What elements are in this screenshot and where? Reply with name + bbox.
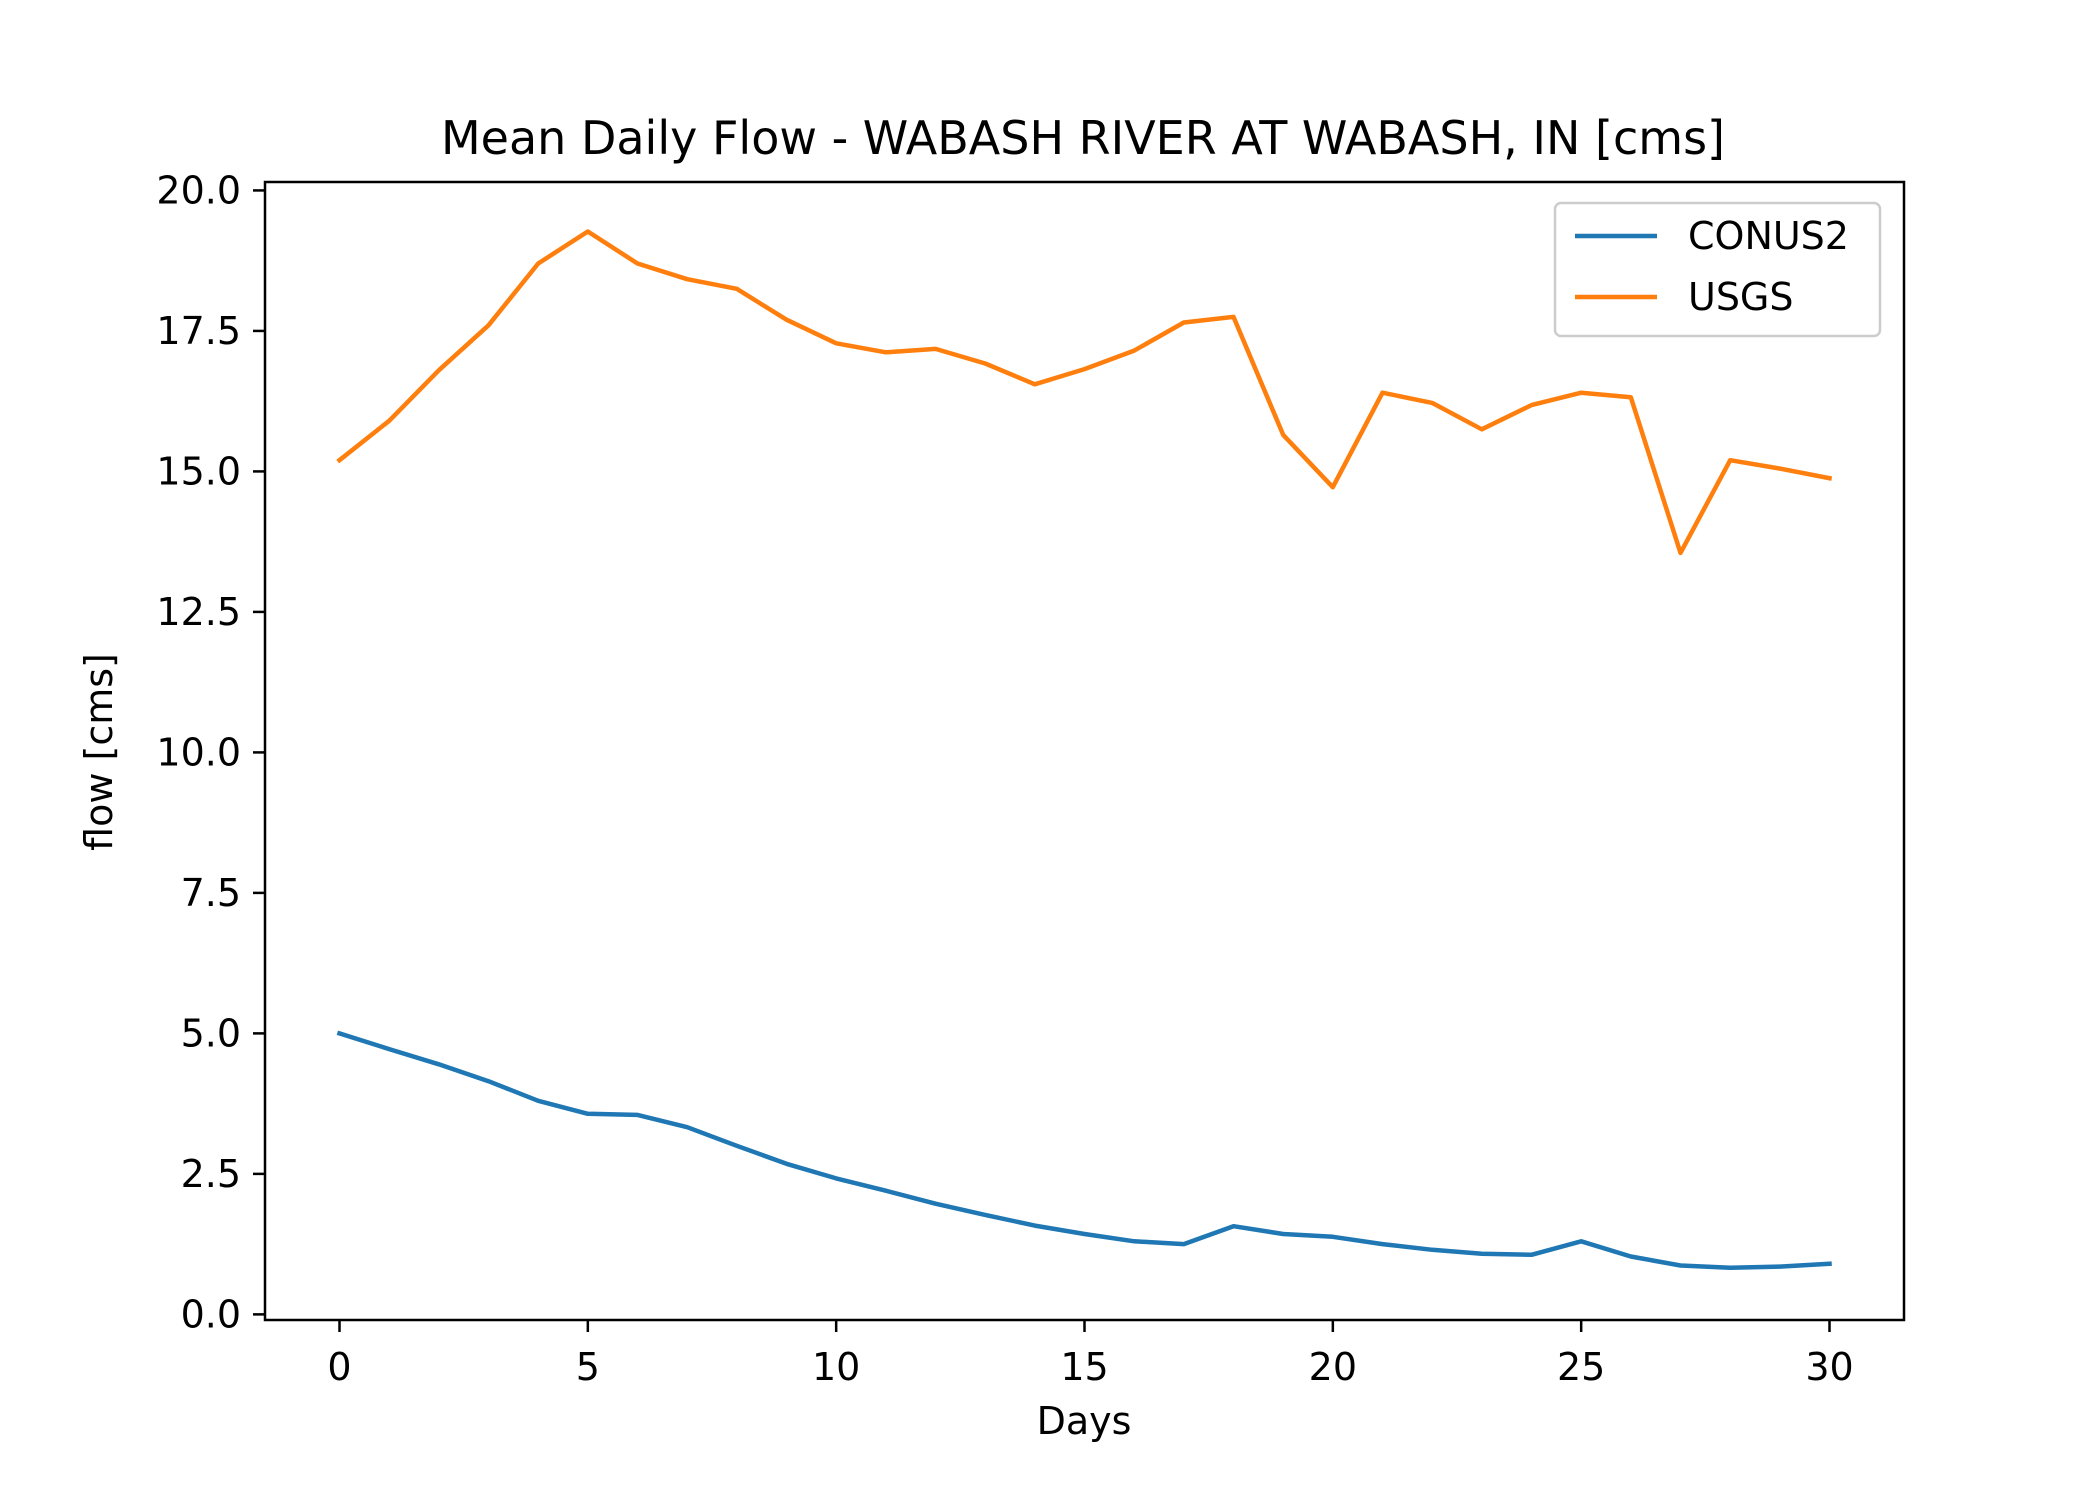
x-tick-label: 15 bbox=[1060, 1345, 1108, 1389]
x-axis-ticks: 0 5 10 15 20 25 30 bbox=[327, 1320, 1854, 1389]
y-tick-label: 20.0 bbox=[156, 168, 241, 212]
legend: CONUS2 USGS bbox=[1553, 201, 1882, 338]
chart-title: Mean Daily Flow - WABASH RIVER AT WABASH… bbox=[441, 111, 1725, 165]
legend-label-conus2: CONUS2 bbox=[1688, 214, 1849, 258]
legend-entries: CONUS2 USGS bbox=[1575, 214, 1849, 319]
x-axis-label: Days bbox=[1037, 1399, 1132, 1443]
y-tick-label: 10.0 bbox=[156, 730, 241, 774]
x-tick-label: 25 bbox=[1557, 1345, 1605, 1389]
y-tick-label: 17.5 bbox=[156, 309, 241, 353]
series-layer bbox=[336, 229, 1833, 1270]
y-tick-label: 0.0 bbox=[181, 1292, 241, 1336]
y-tick-label: 5.0 bbox=[181, 1011, 241, 1055]
y-tick-label: 2.5 bbox=[181, 1152, 241, 1196]
y-tick-label: 15.0 bbox=[156, 449, 241, 493]
x-tick-label: 5 bbox=[576, 1345, 600, 1389]
y-axis-label: flow [cms] bbox=[77, 653, 121, 851]
y-axis-ticks: 0.0 2.5 5.0 7.5 10.0 12.5 15.0 17.5 20.0 bbox=[156, 168, 265, 1336]
x-tick-label: 0 bbox=[327, 1345, 351, 1389]
series-line-conus2 bbox=[336, 1030, 1832, 1270]
x-tick-label: 10 bbox=[812, 1345, 860, 1389]
y-tick-label: 7.5 bbox=[181, 871, 241, 915]
series-line-usgs bbox=[336, 229, 1833, 556]
x-tick-label: 20 bbox=[1309, 1345, 1357, 1389]
legend-label-usgs: USGS bbox=[1688, 275, 1794, 319]
y-tick-label: 12.5 bbox=[156, 590, 241, 634]
x-tick-label: 30 bbox=[1805, 1345, 1853, 1389]
